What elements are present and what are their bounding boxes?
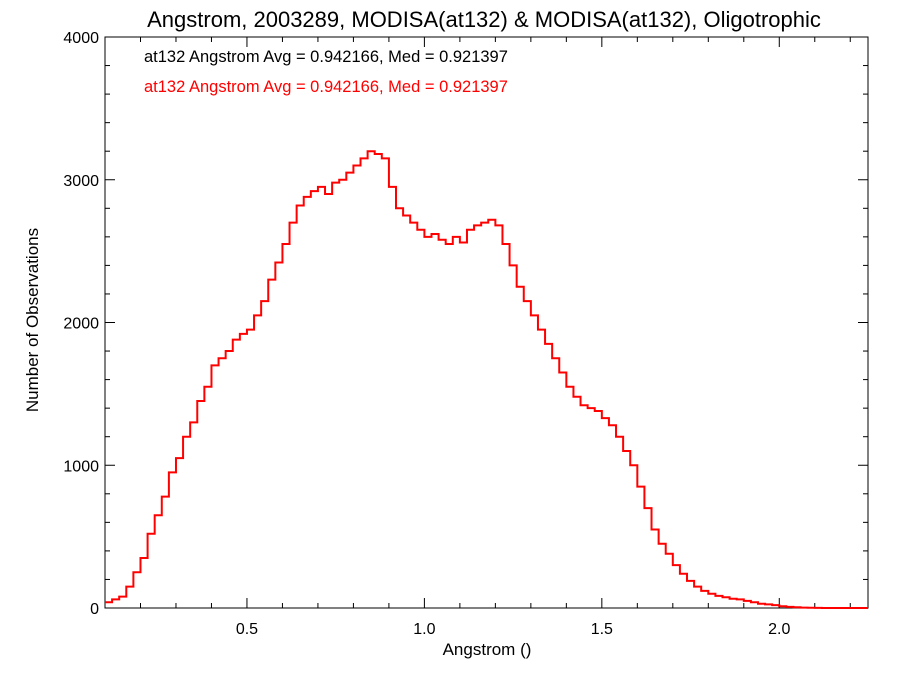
y-axis-title: Number of Observations	[23, 228, 42, 412]
annotations: at132 Angstrom Avg = 0.942166, Med = 0.9…	[144, 48, 508, 96]
y-tick-label: 0	[90, 601, 99, 618]
x-tick-label: 1.5	[591, 621, 613, 638]
x-tick-label: 0.5	[236, 621, 258, 638]
y-tick-label: 3000	[63, 173, 99, 190]
plot-frame	[104, 36, 869, 609]
x-tick-label: 2.0	[768, 621, 790, 638]
y-tick-label: 4000	[63, 30, 99, 47]
y-tick-label: 2000	[63, 316, 99, 333]
stats-annotation-red: at132 Angstrom Avg = 0.942166, Med = 0.9…	[144, 78, 508, 96]
x-tick-label: 1.0	[413, 621, 435, 638]
y-tick-label: 1000	[63, 458, 99, 475]
plot-area: 0.5 1.0 1.5 2.0 0 1000 2000 3000 4000	[63, 30, 869, 638]
x-axis-title: Angstrom ()	[443, 640, 532, 659]
histogram-series-line	[105, 150, 868, 609]
chart-title: Angstrom, 2003289, MODISA(at132) & MODIS…	[147, 7, 821, 32]
stats-annotation-black: at132 Angstrom Avg = 0.942166, Med = 0.9…	[144, 48, 508, 66]
